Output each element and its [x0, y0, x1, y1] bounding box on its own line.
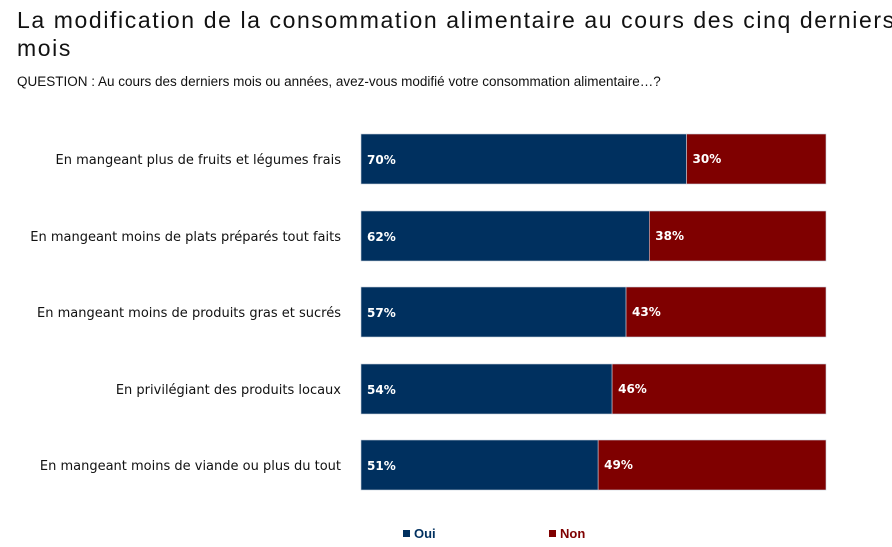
bar-non [686, 133, 827, 185]
legend-label-oui: Oui [414, 526, 436, 541]
bar-oui [360, 439, 599, 491]
data-label-oui: 51% [367, 459, 396, 473]
category-label: En privilégiant des produits locaux [116, 383, 341, 398]
legend-marker-non [549, 530, 556, 537]
category-label: En mangeant moins de plats préparés tout… [30, 230, 341, 245]
data-label-oui: 57% [367, 306, 396, 320]
legend-marker-oui [403, 530, 410, 537]
bar-oui [360, 363, 613, 415]
bar-non [597, 439, 827, 491]
data-label-non: 43% [632, 305, 661, 319]
legend-label-non: Non [560, 526, 585, 541]
data-label-non: 30% [693, 152, 722, 166]
bar-oui [360, 133, 687, 185]
data-label-non: 38% [655, 229, 684, 243]
bar-non [611, 363, 827, 415]
chart-subtitle: QUESTION : Au cours des derniers mois ou… [17, 74, 661, 89]
category-label: En mangeant moins de viande ou plus du t… [40, 459, 341, 474]
category-label: En mangeant moins de produits gras et su… [37, 306, 341, 321]
data-label-oui: 70% [367, 153, 396, 167]
bar-non [625, 286, 827, 338]
data-label-non: 46% [618, 382, 647, 396]
data-label-oui: 62% [367, 230, 396, 244]
chart-title: La modification de la consommation alime… [17, 7, 892, 61]
data-label-oui: 54% [367, 383, 396, 397]
bar-non [648, 210, 827, 262]
bar-oui [360, 286, 627, 338]
bar-oui [360, 210, 650, 262]
category-label: En mangeant plus de fruits et légumes fr… [56, 153, 342, 168]
data-label-non: 49% [604, 458, 633, 472]
